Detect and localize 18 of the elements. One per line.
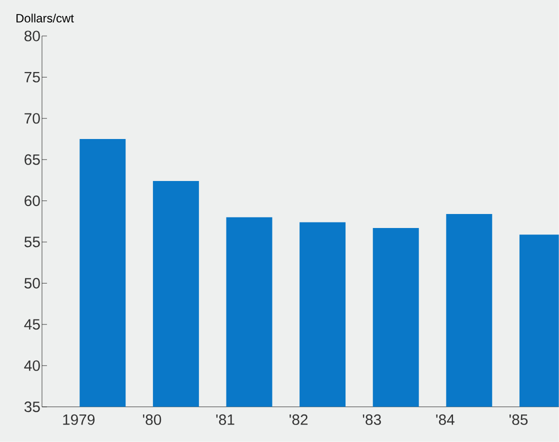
y-tick-label: 35 — [24, 402, 40, 412]
x-tick-label: '84 — [436, 414, 454, 426]
x-tick-label: '85 — [510, 414, 528, 426]
x-tick-label: '83 — [362, 414, 381, 426]
y-tick-label: 70 — [24, 113, 40, 124]
x-tick-label: 1979 — [63, 414, 95, 426]
y-tick-label: 65 — [24, 154, 40, 165]
y-axis-title: Dollars/cwt — [16, 14, 74, 23]
y-tick-label: 80 — [24, 30, 40, 42]
y-tick-label: 75 — [24, 72, 40, 82]
x-tick-label: '82 — [290, 414, 308, 426]
x-tick-label: '80 — [142, 414, 162, 426]
y-tick-label: 40 — [24, 360, 40, 371]
y-tick-label: 60 — [24, 196, 40, 206]
y-tick-label: 45 — [24, 319, 40, 330]
x-tick-label: '81 — [216, 414, 234, 426]
y-tick-label: 55 — [24, 236, 40, 248]
y-tick-label: 50 — [24, 278, 40, 289]
